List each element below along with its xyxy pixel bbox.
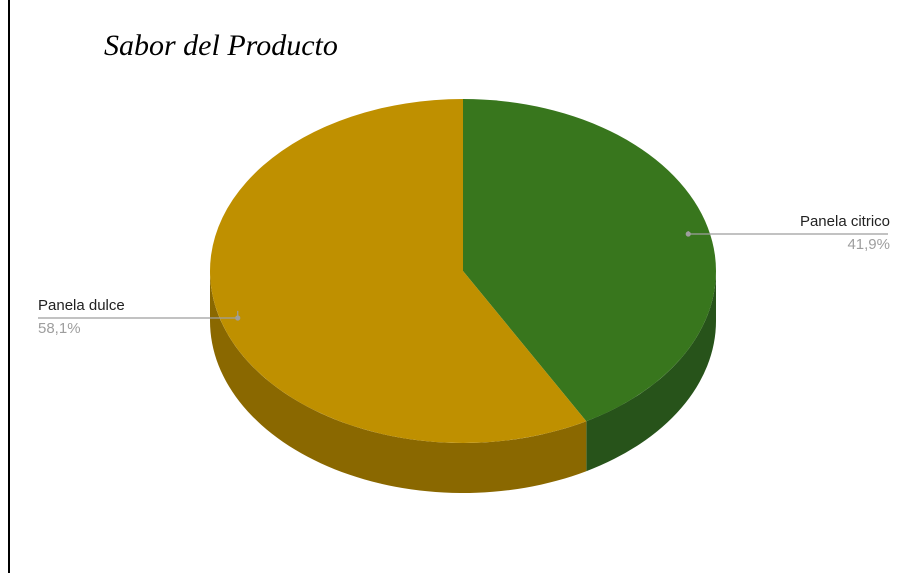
leader-line-panela-citrico	[687, 231, 888, 235]
pie-slice-panela-citrico[interactable]	[463, 99, 717, 422]
chart-title: Sabor del Producto	[104, 29, 338, 62]
slice-label-panela-citrico: Panela citrico	[800, 213, 890, 230]
pie-slice-panela-dulce[interactable]	[210, 99, 587, 443]
pie-depth-group	[210, 271, 716, 494]
left-border-line	[8, 0, 10, 573]
slice-label-panela-dulce: Panela dulce	[38, 297, 125, 314]
pie-side-panela-citrico	[586, 271, 716, 472]
pie-slices-group	[210, 99, 717, 443]
pie-labels-group: Panela citrico 41,9% Panela dulce 58,1%	[38, 213, 890, 337]
pie-side-panela-dulce	[210, 271, 587, 494]
leader-dot-panela-dulce	[235, 315, 241, 321]
slice-value-panela-dulce: 58,1%	[38, 320, 81, 337]
leader-dot-panela-citrico	[685, 231, 691, 237]
slice-value-panela-citrico: 41,9%	[847, 236, 890, 253]
